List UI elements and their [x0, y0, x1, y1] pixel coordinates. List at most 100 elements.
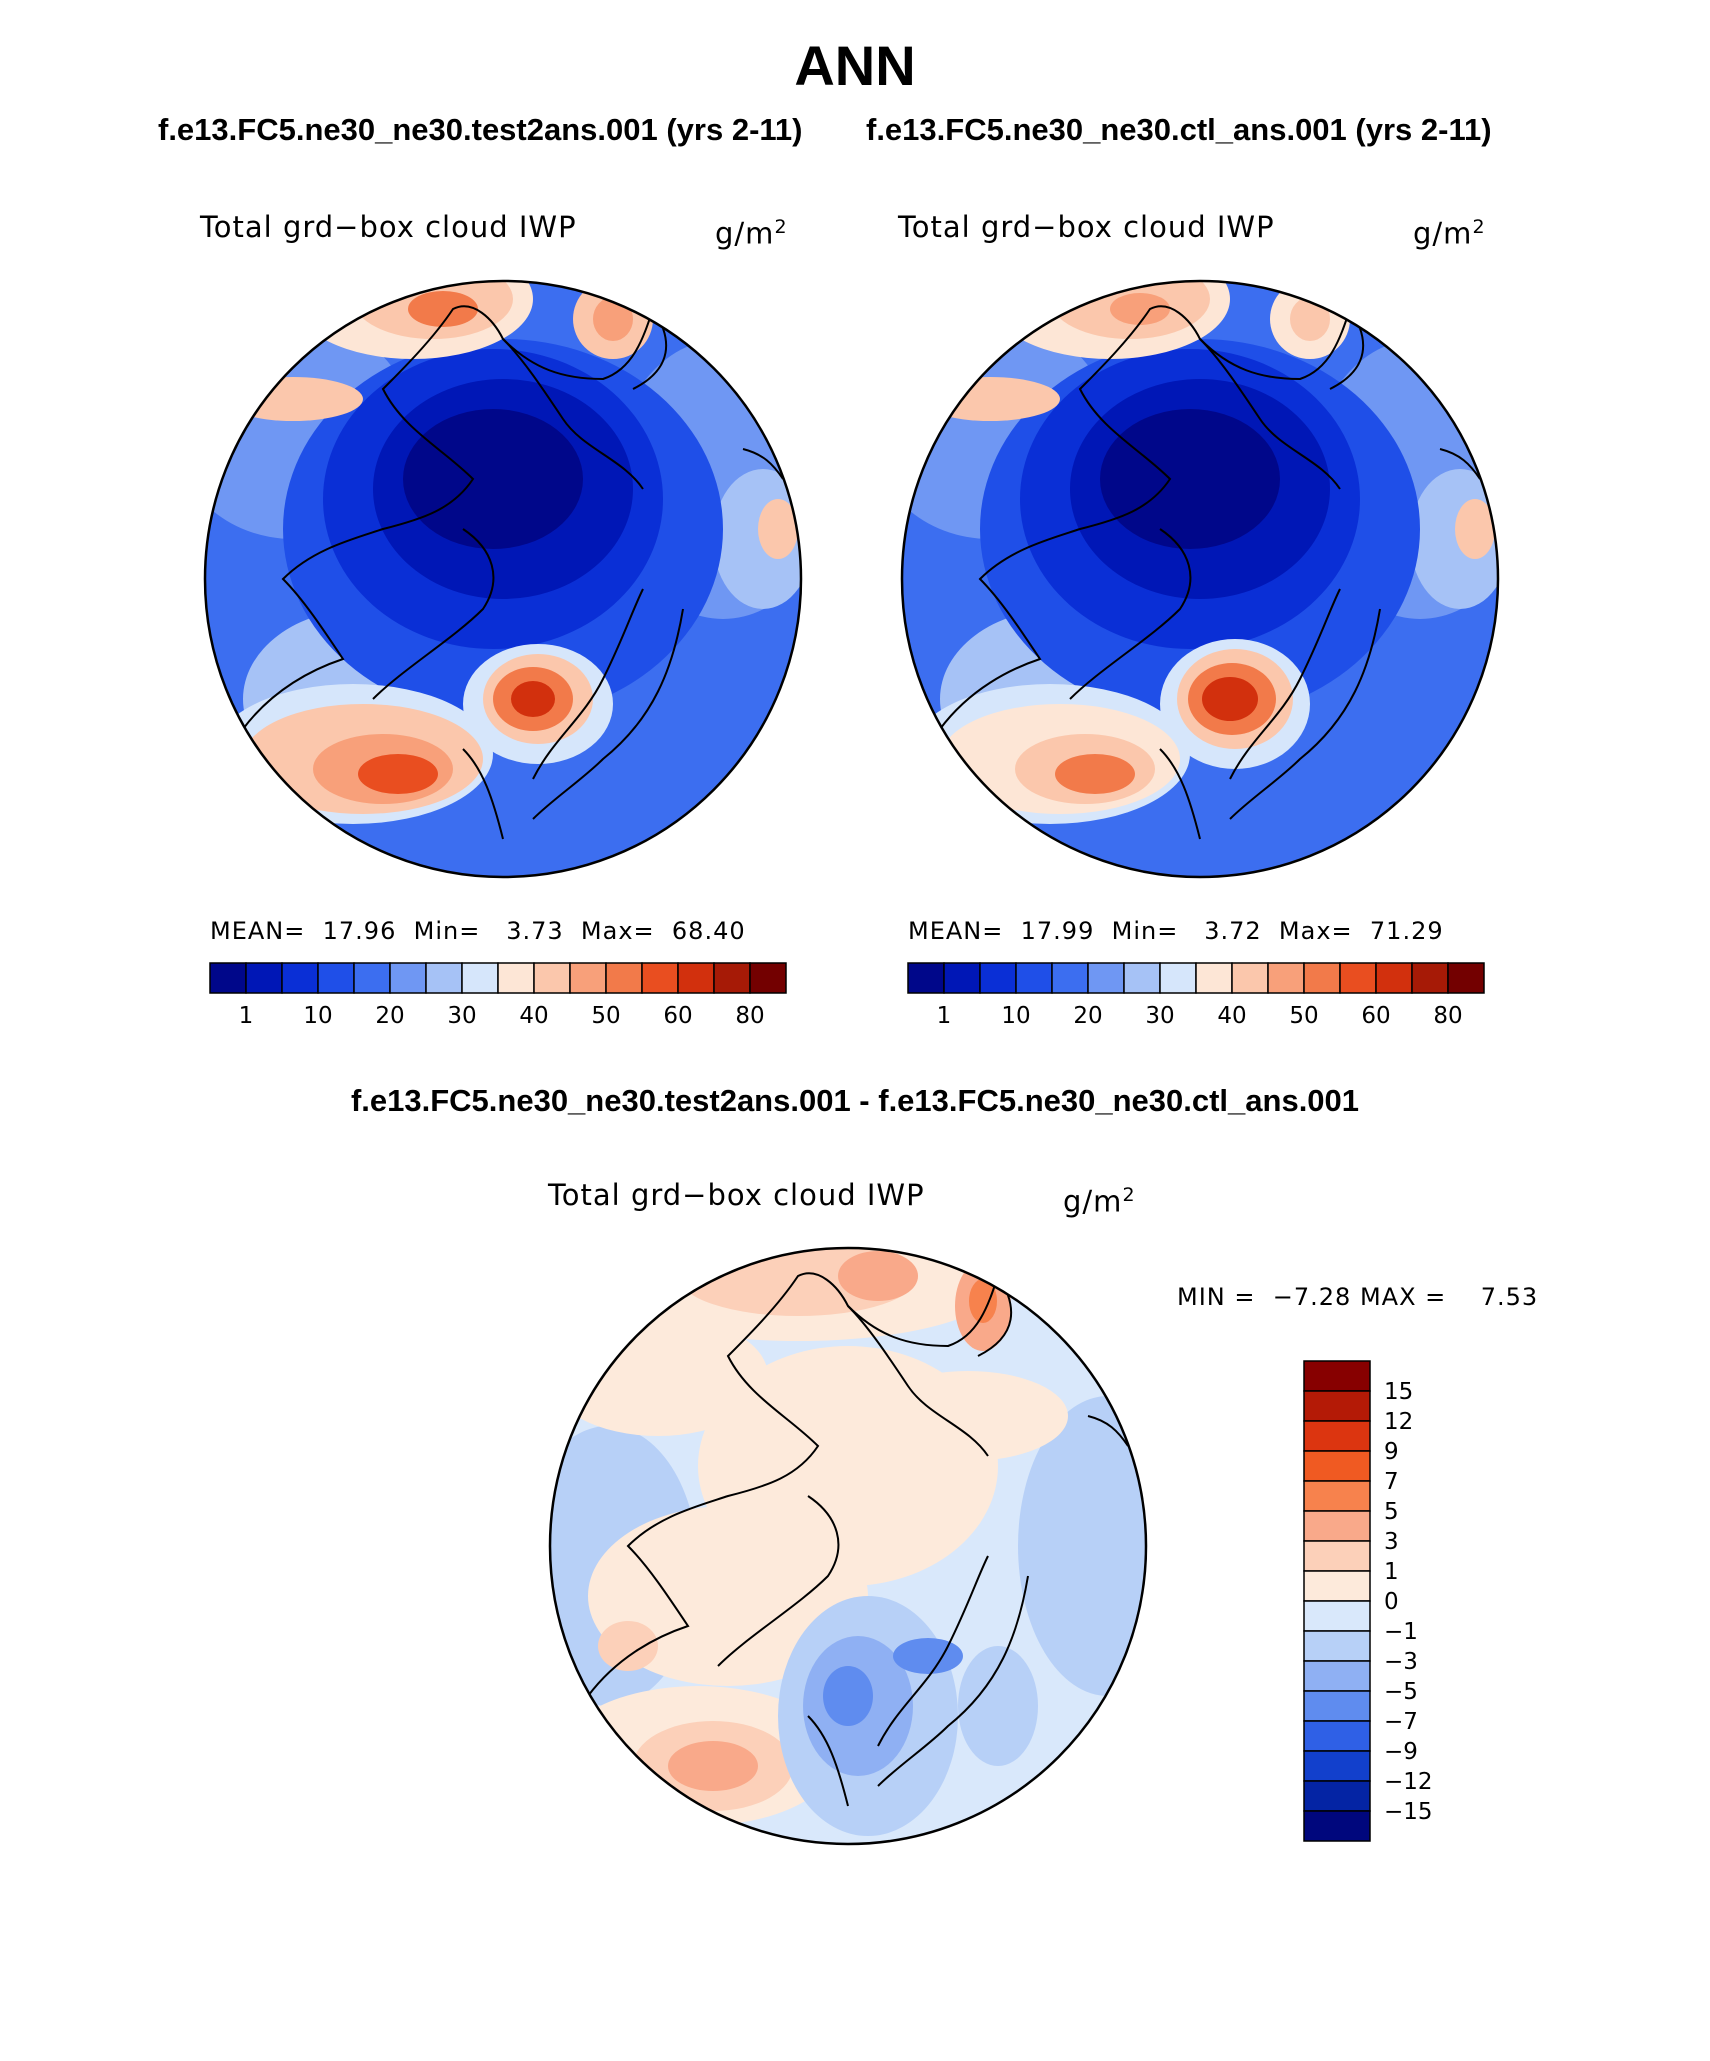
colorbar-swatch: [1339, 962, 1377, 994]
colorbar-swatch: [1303, 1480, 1371, 1512]
colorbar-swatch: [1303, 1810, 1371, 1842]
colorbar-tick-label: 20: [1073, 1003, 1102, 1029]
map-panel-ctl: [900, 279, 1500, 879]
map-panel-diff: [548, 1246, 1148, 1846]
colorbar-swatch: [1303, 1600, 1371, 1632]
units-label-diff: g/m2: [1063, 1178, 1136, 1219]
colorbar-tick-label: 80: [735, 1003, 764, 1029]
colorbar-tick-label: 1: [1384, 1559, 1399, 1585]
colorbar-swatch: [1411, 962, 1449, 994]
stats-left: MEAN= 17.96 Min= 3.73 Max= 68.40: [210, 916, 746, 946]
colorbar-swatch: [1303, 1540, 1371, 1572]
units-label-right: g/m2: [1413, 210, 1486, 251]
mean-label: MEAN=: [210, 917, 306, 945]
colorbar-swatch: [605, 962, 643, 994]
colorbar-tick-label: 60: [663, 1003, 692, 1029]
colorbar-swatch: [1303, 1420, 1371, 1452]
max-label: Max=: [1278, 917, 1353, 945]
variable-label-right: Total grd−box cloud IWP: [898, 210, 1275, 244]
colorbar-tick-label: 1: [937, 1003, 952, 1029]
units-text: g/m: [1413, 216, 1473, 251]
units-text: g/m: [715, 216, 775, 251]
colorbar-swatch: [677, 962, 715, 994]
case-label-ctl: f.e13.FC5.ne30_ne30.ctl_ans.001 (yrs 2-1…: [866, 112, 1492, 147]
colorbar-swatch: [1123, 962, 1161, 994]
colorbar-tick-label: −7: [1384, 1709, 1418, 1735]
colorbar-swatch: [1303, 1630, 1371, 1662]
diff-min-label: MIN =: [1177, 1283, 1256, 1311]
colorbar-swatch: [1195, 962, 1233, 994]
colorbar-swatch: [1303, 1690, 1371, 1722]
colorbar-tick-label: −3: [1384, 1649, 1418, 1675]
colorbar-tick-label: −9: [1384, 1739, 1418, 1765]
colorbar-swatch: [749, 962, 787, 994]
colorbar-swatch: [1303, 1750, 1371, 1782]
colorbar-tick-label: 0: [1384, 1589, 1399, 1615]
colorbar-swatch: [1303, 1390, 1371, 1422]
colorbar-swatch: [245, 962, 283, 994]
mean-value: 17.99: [1020, 917, 1095, 945]
colorbar-swatch: [1015, 962, 1053, 994]
colorbar-tick-label: −1: [1384, 1619, 1418, 1645]
colorbar-swatch: [1159, 962, 1197, 994]
units-exponent: 2: [774, 216, 788, 238]
colorbar-swatch: [497, 962, 535, 994]
colorbar-diff: 15 12 9 7 5 3 1 0 −1 −3 −5 −7 −9 −12 −15: [1303, 1360, 1433, 1842]
colorbar-swatch: [1303, 1360, 1371, 1392]
colorbar-swatch: [1267, 962, 1305, 994]
case-label-test: f.e13.FC5.ne30_ne30.test2ans.001 (yrs 2-…: [158, 112, 803, 147]
colorbar-swatch: [1303, 1510, 1371, 1542]
colorbar-tick-label: −15: [1384, 1799, 1433, 1825]
colorbar-tick-label: 30: [447, 1003, 476, 1029]
max-label: Max=: [580, 917, 655, 945]
colorbar-swatch: [1051, 962, 1089, 994]
colorbar-tick-label: 15: [1384, 1379, 1413, 1405]
variable-label-left: Total grd−box cloud IWP: [200, 210, 577, 244]
colorbar-right: 1 10 20 30 40 50 60 80: [907, 962, 1485, 1029]
colorbar-swatch: [569, 962, 607, 994]
colorbar-tick-label: 5: [1384, 1499, 1399, 1525]
colorbar-tick-label: 80: [1433, 1003, 1462, 1029]
main-title: ANN: [794, 34, 916, 97]
diff-max-label: MAX =: [1359, 1283, 1447, 1311]
colorbar-swatch: [1375, 962, 1413, 994]
diff-minmax: MIN = −7.28 MAX = 7.53: [1177, 1282, 1538, 1312]
colorbar-tick-label: 40: [519, 1003, 548, 1029]
min-value: 3.72: [1204, 917, 1262, 945]
units-exponent: 2: [1472, 216, 1486, 238]
diff-title: f.e13.FC5.ne30_ne30.test2ans.001 - f.e13…: [350, 1083, 1360, 1118]
min-label: Min=: [413, 917, 481, 945]
colorbar-swatch: [907, 962, 945, 994]
colorbar-swatch: [1303, 1570, 1371, 1602]
stats-right: MEAN= 17.99 Min= 3.72 Max= 71.29: [908, 916, 1444, 946]
colorbar-tick-label: 40: [1217, 1003, 1246, 1029]
colorbar-swatch: [641, 962, 679, 994]
colorbar-swatch: [461, 962, 499, 994]
variable-label-diff: Total grd−box cloud IWP: [548, 1178, 925, 1212]
colorbar-swatch: [1303, 1660, 1371, 1692]
colorbar-left: 1 10 20 30 40 50 60 80: [209, 962, 787, 1029]
mean-value: 17.96: [322, 917, 397, 945]
colorbar-swatch: [979, 962, 1017, 994]
colorbar-swatch: [281, 962, 319, 994]
max-value: 71.29: [1369, 917, 1444, 945]
map-panel-test: [203, 279, 803, 879]
colorbar-swatch: [1303, 1780, 1371, 1812]
colorbar-swatch: [389, 962, 427, 994]
colorbar-tick-label: 12: [1384, 1409, 1413, 1435]
colorbar-swatch: [317, 962, 355, 994]
colorbar-tick-label: 50: [1289, 1003, 1318, 1029]
units-text: g/m: [1063, 1184, 1123, 1219]
colorbar-tick-label: 3: [1384, 1529, 1399, 1555]
units-label-left: g/m2: [715, 210, 788, 251]
colorbar-tick-label: 10: [303, 1003, 332, 1029]
colorbar-tick-label: −12: [1384, 1769, 1433, 1795]
colorbar-swatch: [533, 962, 571, 994]
colorbar-tick-label: 7: [1384, 1469, 1399, 1495]
colorbar-tick-label: 60: [1361, 1003, 1390, 1029]
colorbar-tick-label: 30: [1145, 1003, 1174, 1029]
mean-label: MEAN=: [908, 917, 1004, 945]
max-value: 68.40: [671, 917, 746, 945]
colorbar-swatch: [353, 962, 391, 994]
colorbar-swatch: [1231, 962, 1269, 994]
